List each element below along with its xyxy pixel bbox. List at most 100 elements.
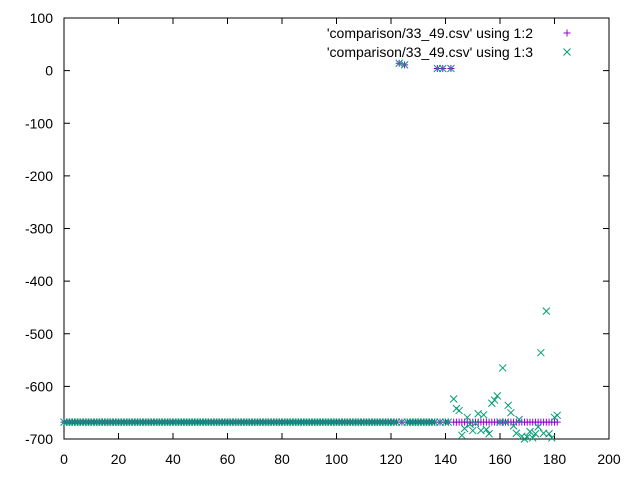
- data-points: [60, 59, 562, 443]
- cross-marker: [384, 418, 393, 427]
- cross-marker: [324, 418, 333, 427]
- axes: 0 20 40 60 80 100 120 140 160 180 200 100 0 -100 -200 -…: [25, 10, 621, 467]
- cross-marker: [73, 418, 82, 427]
- y-tick-label: -300: [25, 221, 53, 237]
- cross-marker: [395, 59, 404, 68]
- cross-marker: [332, 418, 341, 427]
- cross-marker: [117, 418, 126, 427]
- cross-marker: [201, 418, 210, 427]
- cross-marker: [196, 418, 205, 427]
- cross-marker: [444, 418, 453, 427]
- cross-marker: [60, 418, 68, 427]
- cross-marker: [403, 418, 412, 427]
- cross-marker: [289, 418, 297, 427]
- cross-marker: [387, 418, 395, 427]
- cross-marker: [463, 413, 472, 422]
- cross-marker: [278, 418, 286, 427]
- cross-marker: [414, 418, 423, 427]
- cross-marker: [438, 64, 447, 73]
- y-tick-label: -100: [25, 115, 53, 131]
- cross-marker: [234, 418, 243, 427]
- cross-marker: [130, 418, 139, 427]
- cross-marker: [351, 418, 360, 427]
- cross-marker: [512, 429, 521, 438]
- cross-marker: [422, 418, 431, 427]
- cross-marker: [457, 431, 466, 440]
- cross-marker: [381, 418, 390, 427]
- cross-marker: [62, 418, 71, 427]
- y-tick-label: 0: [45, 63, 53, 79]
- cross-marker: [218, 418, 226, 427]
- cross-marker: [125, 418, 134, 427]
- cross-marker: [493, 391, 502, 400]
- cross-marker: [136, 418, 145, 427]
- cross-marker: [490, 396, 499, 404]
- cross-marker: [269, 418, 278, 427]
- cross-marker: [199, 418, 207, 427]
- cross-marker: [239, 418, 248, 427]
- cross-marker: [534, 423, 543, 431]
- cross-marker: [343, 418, 352, 427]
- cross-marker: [193, 418, 202, 427]
- cross-marker: [101, 418, 109, 427]
- cross-marker: [267, 418, 275, 427]
- cross-marker: [354, 418, 363, 427]
- cross-marker: [226, 418, 235, 427]
- cross-marker: [76, 418, 85, 427]
- cross-marker: [286, 418, 295, 427]
- cross-marker: [174, 418, 183, 427]
- cross-marker: [71, 418, 79, 427]
- cross-marker: [294, 418, 303, 427]
- x-tick-label: 160: [488, 451, 512, 467]
- cross-marker: [283, 418, 292, 427]
- cross-marker: [166, 418, 175, 427]
- cross-marker: [95, 418, 104, 427]
- y-tick-label: -600: [25, 378, 53, 394]
- cross-marker: [389, 418, 398, 427]
- cross-marker: [515, 415, 523, 424]
- cross-marker: [250, 418, 259, 427]
- cross-marker: [109, 418, 117, 427]
- cross-marker: [128, 418, 136, 427]
- cross-marker: [398, 418, 406, 427]
- cross-marker: [68, 418, 77, 427]
- cross-marker: [210, 418, 218, 427]
- cross-marker: [531, 429, 540, 438]
- cross-marker: [84, 418, 93, 427]
- cross-marker: [141, 418, 150, 427]
- cross-marker: [171, 418, 180, 427]
- cross-marker: [485, 429, 493, 438]
- cross-marker: [111, 418, 120, 427]
- cross-marker: [229, 418, 237, 427]
- cross-marker: [90, 418, 98, 427]
- cross-marker: [419, 418, 428, 427]
- cross-marker: [430, 418, 439, 427]
- cross-marker: [545, 429, 553, 438]
- cross-marker: [133, 418, 142, 427]
- cross-marker: [321, 418, 330, 427]
- cross-marker: [542, 307, 551, 315]
- cross-marker: [155, 418, 164, 427]
- cross-marker: [152, 418, 161, 427]
- cross-marker: [496, 418, 504, 427]
- cross-marker: [261, 418, 270, 427]
- cross-marker: [177, 418, 186, 427]
- x-tick-label: 60: [220, 451, 236, 467]
- cross-marker: [449, 395, 458, 403]
- cross-marker: [436, 418, 444, 427]
- cross-marker: [357, 418, 365, 427]
- cross-marker: [275, 418, 284, 427]
- cross-marker: [79, 418, 87, 427]
- cross-marker: [237, 418, 245, 427]
- cross-marker: [417, 418, 425, 427]
- cross-marker: [408, 418, 417, 427]
- cross-marker: [158, 418, 166, 427]
- cross-marker: [297, 418, 305, 427]
- cross-marker: [259, 418, 267, 427]
- cross-marker: [428, 418, 436, 427]
- cross-marker: [180, 418, 188, 427]
- cross-marker: [376, 418, 384, 427]
- cross-marker: [509, 421, 518, 430]
- cross-marker: [245, 418, 254, 427]
